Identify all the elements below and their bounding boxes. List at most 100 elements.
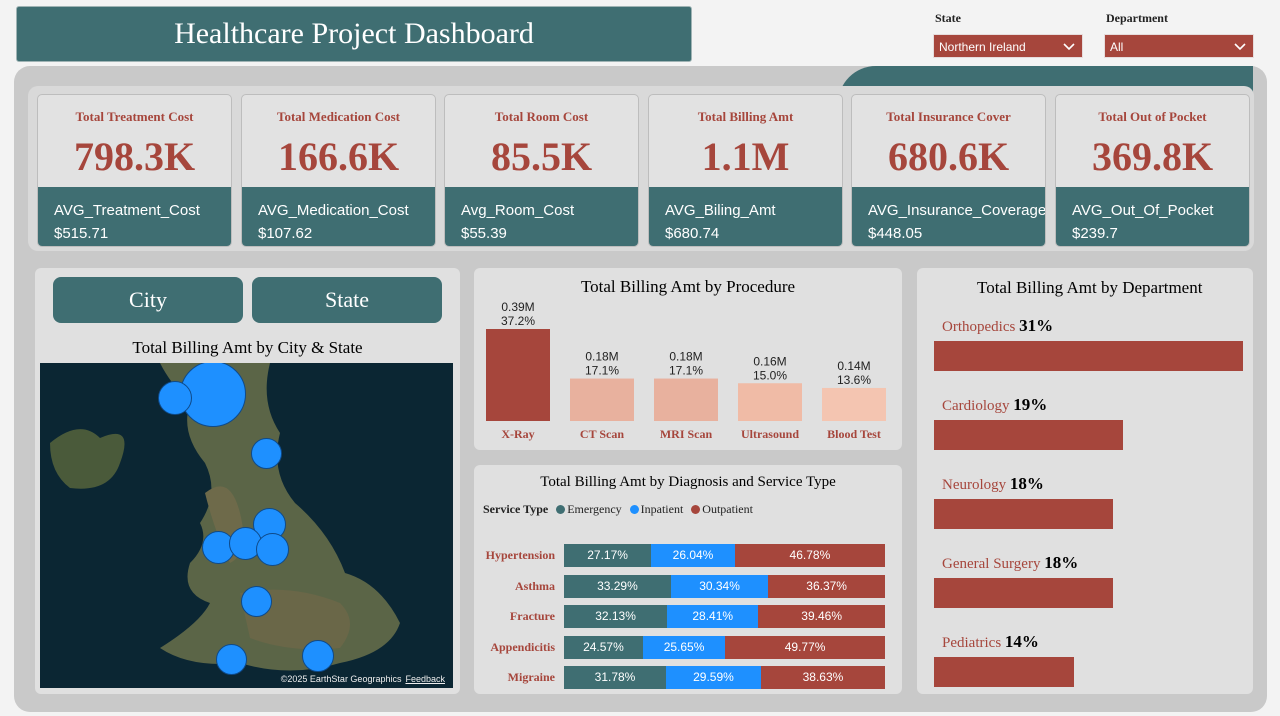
kpi-card-room-cost: Total Room Cost 85.5K Avg_Room_Cost $55.… bbox=[444, 94, 639, 247]
diagnosis-segment-outpatient[interactable]: 46.78% bbox=[734, 544, 885, 567]
kpi-card-treatment-cost: Total Treatment Cost 798.3K AVG_Treatmen… bbox=[37, 94, 232, 247]
procedure-bar[interactable] bbox=[738, 383, 802, 421]
diagnosis-segment-outpatient[interactable]: 38.63% bbox=[760, 666, 885, 689]
kpi-avg-label: AVG_Treatment_Cost bbox=[54, 202, 200, 219]
kpi-title: Total Medication Cost bbox=[276, 109, 401, 124]
diagnosis-segment-emergency[interactable]: 32.13% bbox=[564, 605, 668, 628]
kpi-footer: AVG_Insurance_Coverage $448.05 bbox=[852, 187, 1045, 246]
department-bar[interactable] bbox=[934, 578, 1114, 608]
city-bubble[interactable] bbox=[256, 533, 289, 566]
state-filter-value: Northern Ireland bbox=[939, 40, 1026, 54]
department-chart-title: Total Billing Amt by Department bbox=[977, 278, 1203, 297]
kpi-footer: AVG_Treatment_Cost $515.71 bbox=[38, 187, 231, 246]
procedure-value-label: 0.14M bbox=[837, 359, 870, 373]
kpi-avg-label: Avg_Room_Cost bbox=[461, 202, 575, 219]
kpi-avg-value: $515.71 bbox=[54, 225, 109, 242]
kpi-title: Total Treatment Cost bbox=[75, 109, 194, 124]
procedure-bar[interactable] bbox=[486, 329, 550, 421]
legend-title: Service Type bbox=[483, 502, 549, 516]
kpi-avg-value: $448.05 bbox=[868, 225, 923, 242]
city-bubble[interactable] bbox=[216, 644, 247, 675]
procedure-bar[interactable] bbox=[822, 387, 886, 421]
kpi-avg-label: AVG_Biling_Amt bbox=[665, 202, 776, 219]
diagnosis-segment-emergency[interactable]: 33.29% bbox=[564, 574, 671, 598]
kpi-value: 369.8K bbox=[1091, 134, 1214, 179]
kpi-card-medication-cost: Total Medication Cost 166.6K AVG_Medicat… bbox=[241, 94, 436, 247]
department-label: General Surgery 18% bbox=[942, 553, 1078, 573]
kpi-value: 798.3K bbox=[73, 134, 196, 179]
procedure-percent-label: 17.1% bbox=[669, 364, 703, 378]
diagnosis-label: Appendicitis bbox=[490, 639, 555, 654]
department-percent: 18% bbox=[1009, 474, 1044, 493]
kpi-card-insurance-cover: Total Insurance Cover 680.6K AVG_Insuran… bbox=[851, 94, 1046, 247]
billing-map[interactable]: ©2025 EarthStar Geographics Feedback bbox=[40, 363, 453, 688]
legend-dot-inpatient bbox=[629, 505, 639, 514]
diagnosis-segment-emergency[interactable]: 31.78% bbox=[564, 666, 666, 689]
diagnosis-segment-outpatient[interactable]: 36.37% bbox=[768, 574, 885, 598]
diagnosis-segment-inpatient[interactable]: 25.65% bbox=[642, 635, 726, 659]
diagnosis-segment-outpatient[interactable]: 39.46% bbox=[758, 605, 885, 628]
procedure-category-label: CT Scan bbox=[580, 427, 624, 441]
map-feedback-link[interactable]: Feedback bbox=[405, 674, 445, 684]
diagnosis-segment-inpatient[interactable]: 29.59% bbox=[666, 666, 761, 689]
department-label: Neurology 18% bbox=[942, 474, 1044, 494]
procedure-percent-label: 15.0% bbox=[753, 368, 787, 382]
state-toggle-button[interactable]: State bbox=[252, 277, 442, 323]
department-name: Neurology bbox=[942, 477, 1010, 493]
city-bubble[interactable] bbox=[241, 586, 272, 617]
kpi-value: 680.6K bbox=[887, 134, 1010, 179]
department-name: Orthopedics bbox=[942, 319, 1020, 335]
procedure-percent-label: 13.6% bbox=[837, 373, 871, 387]
department-bar[interactable] bbox=[934, 499, 1114, 529]
state-filter-dropdown[interactable]: Northern Ireland bbox=[933, 34, 1083, 58]
department-bar[interactable] bbox=[934, 657, 1074, 687]
legend-outpatient: Outpatient bbox=[702, 502, 753, 516]
city-bubble[interactable] bbox=[158, 381, 192, 415]
kpi-avg-value: $239.7 bbox=[1072, 225, 1118, 242]
kpi-avg-value: $680.74 bbox=[665, 225, 720, 242]
chevron-down-icon bbox=[1233, 35, 1247, 66]
diagnosis-label: Migraine bbox=[507, 670, 555, 684]
kpi-value: 1.1M bbox=[701, 134, 790, 179]
legend-emergency: Emergency bbox=[567, 502, 622, 516]
kpi-card-billing-amt: Total Billing Amt 1.1M AVG_Biling_Amt $6… bbox=[648, 94, 843, 247]
dashboard-title: Healthcare Project Dashboard bbox=[16, 6, 692, 62]
department-percent: 19% bbox=[1013, 395, 1048, 414]
kpi-avg-value: $55.39 bbox=[461, 225, 507, 242]
kpi-footer: Avg_Room_Cost $55.39 bbox=[445, 187, 638, 246]
city-bubble[interactable] bbox=[302, 640, 334, 672]
kpi-title: Total Out of Pocket bbox=[1098, 109, 1207, 124]
diagnosis-segment-emergency[interactable]: 27.17% bbox=[564, 544, 652, 567]
diagnosis-segment-emergency[interactable]: 24.57% bbox=[564, 635, 643, 659]
diagnosis-label: Asthma bbox=[514, 578, 555, 593]
department-percent: 14% bbox=[1004, 632, 1039, 651]
procedure-percent-label: 17.1% bbox=[585, 364, 619, 378]
legend-dot-emergency bbox=[556, 505, 566, 514]
procedure-value-label: 0.18M bbox=[669, 350, 702, 364]
map-title: Total Billing Amt by City & State bbox=[132, 338, 363, 357]
department-name: Cardiology bbox=[942, 398, 1014, 414]
procedure-bar[interactable] bbox=[654, 378, 718, 421]
diagnosis-segment-inpatient[interactable]: 28.41% bbox=[667, 605, 759, 628]
map-attribution-text: ©2025 EarthStar Geographics bbox=[280, 674, 402, 684]
city-toggle-button[interactable]: City bbox=[53, 277, 243, 323]
diagnosis-segment-outpatient[interactable]: 49.77% bbox=[725, 635, 885, 659]
kpi-avg-value: $107.62 bbox=[258, 225, 313, 242]
kpi-title: Total Billing Amt bbox=[697, 109, 794, 124]
kpi-footer: AVG_Medication_Cost $107.62 bbox=[242, 187, 435, 246]
department-label: Cardiology 19% bbox=[942, 395, 1047, 415]
diagnosis-segment-inpatient[interactable]: 26.04% bbox=[651, 544, 735, 567]
department-bar[interactable] bbox=[934, 341, 1243, 371]
procedure-category-label: X-Ray bbox=[501, 427, 534, 441]
procedure-category-label: MRI Scan bbox=[660, 427, 713, 441]
service-type-legend: Service Type Emergency Inpatient Outpati… bbox=[483, 502, 753, 517]
department-filter-dropdown[interactable]: All bbox=[1104, 34, 1254, 58]
kpi-avg-label: AVG_Medication_Cost bbox=[258, 202, 409, 219]
procedure-bar[interactable] bbox=[570, 378, 634, 421]
department-bar[interactable] bbox=[934, 420, 1124, 450]
kpi-title: Total Room Cost bbox=[494, 109, 589, 124]
diagnosis-label: Fracture bbox=[509, 609, 555, 623]
city-bubble[interactable] bbox=[251, 438, 282, 469]
diagnosis-segment-inpatient[interactable]: 30.34% bbox=[670, 574, 769, 598]
